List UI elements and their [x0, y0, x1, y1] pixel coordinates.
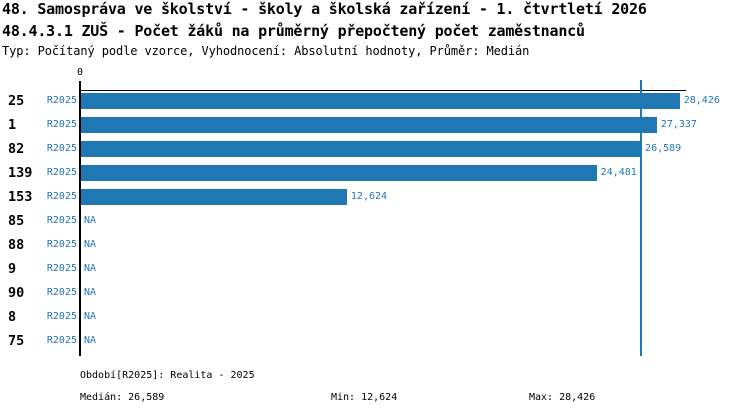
row-category-label: 8 — [8, 309, 17, 325]
footer-min-label: Min: 12,624 — [331, 392, 398, 403]
chart-title: 48.4.3.1 ZUŠ - Počet žáků na průměrný př… — [2, 22, 585, 40]
chart-subtitle: Typ: Počítaný podle vzorce, Vyhodnocení:… — [2, 44, 530, 58]
y-axis-line — [79, 81, 81, 356]
bar-value-label: NA — [84, 335, 97, 346]
footer-period-label: Období[R2025]: Realita - 2025 — [80, 370, 255, 381]
table-row: 88 R2025 NA — [0, 233, 750, 257]
plot-top-border — [80, 90, 686, 91]
bar-value-label: NA — [84, 311, 97, 322]
row-series-label: R2025 — [46, 287, 77, 298]
x-axis-zero-tick-label: 0 — [76, 67, 84, 78]
row-series-label: R2025 — [46, 95, 77, 106]
bar-value-label: 27,337 — [660, 119, 697, 130]
row-category-label: 82 — [8, 141, 25, 157]
row-category-label: 85 — [8, 213, 25, 229]
table-row: 8 R2025 NA — [0, 305, 750, 329]
table-row: 90 R2025 NA — [0, 281, 750, 305]
bar-value-label: 12,624 — [350, 191, 388, 202]
row-category-label: 25 — [8, 93, 25, 109]
row-series-label: R2025 — [46, 335, 77, 346]
row-series-label: R2025 — [46, 239, 77, 250]
row-category-label: 139 — [8, 165, 33, 181]
bar-value-label: 28,426 — [683, 95, 720, 106]
table-row: 75 R2025 NA — [0, 329, 750, 353]
bar-value-label: 26,589 — [645, 143, 682, 154]
row-series-label: R2025 — [46, 167, 77, 178]
row-series-label: R2025 — [46, 143, 77, 154]
table-row: 139 R2025 24,481 — [0, 161, 750, 185]
row-category-label: 153 — [8, 189, 33, 205]
table-row: 153 R2025 12,624 — [0, 185, 750, 209]
row-series-label: R2025 — [46, 311, 77, 322]
row-series-label: R2025 — [46, 119, 77, 130]
page-title: 48. Samospráva ve školství - školy a ško… — [2, 0, 647, 18]
row-category-label: 75 — [8, 333, 25, 349]
bar-value-label: NA — [84, 287, 97, 298]
table-row: 82 R2025 26,589 — [0, 137, 750, 161]
bar[interactable] — [81, 93, 680, 109]
bar-value-label: NA — [84, 239, 97, 250]
bar-value-label: NA — [84, 215, 97, 226]
footer-max-label: Max: 28,426 — [529, 392, 596, 403]
table-row: 1 R2025 27,337 — [0, 113, 750, 137]
bar-value-label: 24,481 — [600, 167, 637, 178]
row-category-label: 9 — [8, 261, 17, 277]
bar-value-label: NA — [84, 263, 97, 274]
table-row: 25 R2025 28,426 — [0, 89, 750, 113]
bar[interactable] — [81, 117, 657, 133]
bar[interactable] — [81, 189, 347, 205]
row-series-label: R2025 — [46, 191, 77, 202]
bar[interactable] — [81, 165, 597, 181]
row-category-label: 88 — [8, 237, 25, 253]
row-series-label: R2025 — [46, 215, 77, 226]
bar[interactable] — [81, 141, 642, 157]
row-category-label: 1 — [8, 117, 17, 133]
table-row: 85 R2025 NA — [0, 209, 750, 233]
row-category-label: 90 — [8, 285, 25, 301]
median-reference-line — [640, 80, 643, 356]
table-row: 9 R2025 NA — [0, 257, 750, 281]
footer-median-label: Medián: 26,589 — [80, 392, 165, 403]
row-series-label: R2025 — [46, 263, 77, 274]
